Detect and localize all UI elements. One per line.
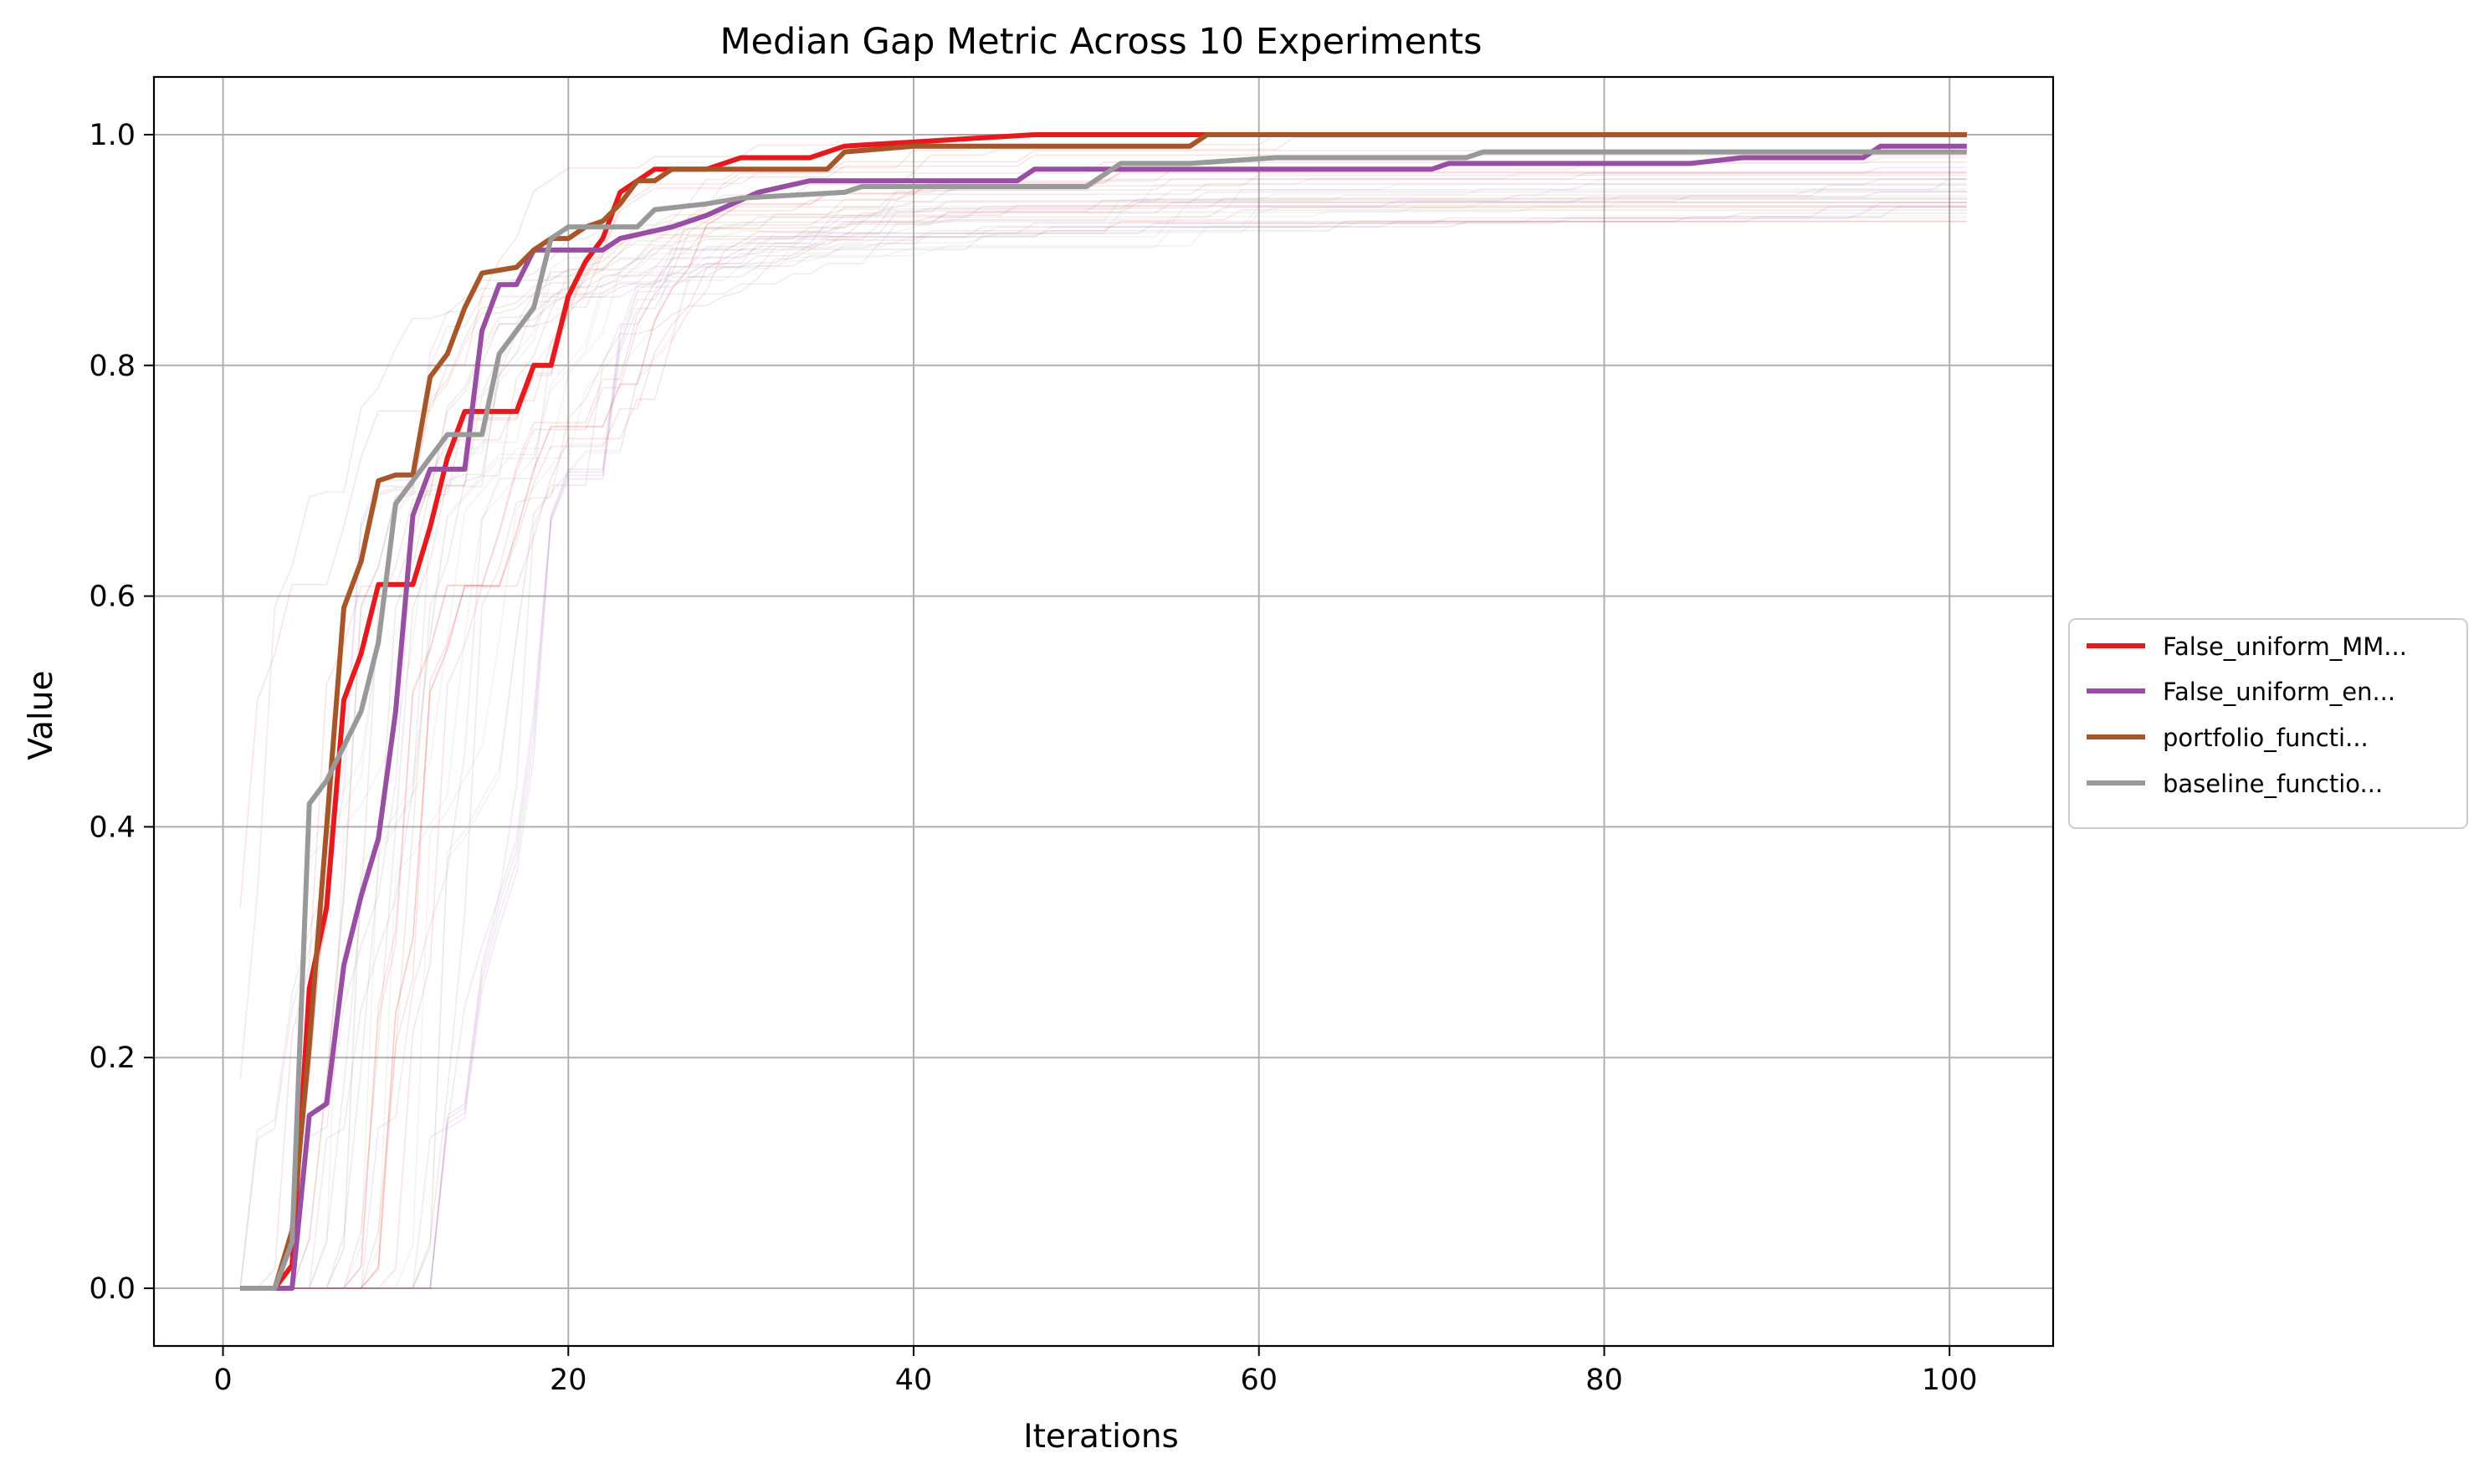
x-tick-label: 60 [1240, 1364, 1278, 1397]
run-trace-3-0 [240, 187, 1967, 1289]
run-trace-1-9 [240, 191, 1967, 1289]
individual-runs [239, 134, 1967, 1289]
run-trace-0-9 [240, 178, 1967, 1289]
y-tick-label: 0.2 [89, 1041, 136, 1075]
plot-frame [152, 75, 2055, 1348]
run-trace-3-2 [240, 195, 1967, 1289]
run-trace-3-5 [240, 172, 1967, 1289]
run-trace-2-9 [240, 183, 1967, 1289]
series-line-1 [240, 143, 1967, 1291]
run-trace-2-5 [240, 191, 1967, 1289]
run-trace-1-5 [240, 202, 1967, 1289]
chart-title: Median Gap Metric Across 10 Experiments [720, 21, 1482, 63]
legend-label-baseline: baseline_functio... [2163, 770, 2383, 798]
x-tick-label: 80 [1585, 1364, 1623, 1397]
run-trace-1-3 [240, 178, 1967, 1289]
run-trace-1-0 [240, 166, 1967, 1289]
run-trace-2-7 [240, 209, 1967, 1289]
legend-label-portfolio: portfolio_functi... [2163, 724, 2369, 752]
run-trace-0-8 [240, 220, 1967, 1289]
run-trace-0-6 [240, 202, 1967, 1289]
run-trace-3-7 [240, 215, 1967, 1289]
run-trace-0-2 [240, 171, 1967, 1289]
series-line-0 [240, 132, 1967, 1291]
y-tick-label: 0.6 [89, 581, 136, 614]
axis-ticks: 0 20 40 60 80 100 0.0 0.2 0.4 0.6 0.8 1.0 [89, 119, 1977, 1397]
series-line-2 [240, 132, 1967, 1291]
run-trace-1-8 [240, 206, 1967, 1289]
run-trace-2-1 [239, 198, 1967, 1080]
y-tick-label: 1.0 [89, 119, 136, 152]
legend: False_uniform_MM... False_uniform_en... … [2068, 618, 2468, 829]
run-trace-1-7 [239, 206, 1967, 1289]
run-trace-2-4 [240, 220, 1967, 1289]
x-tick-label: 100 [1922, 1364, 1978, 1397]
x-tick-label: 40 [895, 1364, 933, 1397]
series-line-3 [240, 149, 1967, 1291]
run-trace-2-3 [240, 207, 1967, 1289]
run-trace-1-1 [239, 184, 1967, 1289]
run-trace-0-1 [240, 204, 1967, 1289]
legend-box [2068, 618, 2468, 829]
y-tick-label: 0.8 [89, 350, 136, 383]
x-axis-label: Iterations [1023, 1418, 1179, 1456]
run-trace-2-0 [240, 136, 1967, 1289]
run-trace-0-4 [240, 171, 1967, 1289]
run-trace-3-3 [240, 177, 1967, 1289]
legend-label-false-uniform-en: False_uniform_en... [2163, 678, 2395, 706]
run-trace-0-7 [240, 154, 1967, 1289]
x-tick-label: 20 [550, 1364, 587, 1397]
run-trace-3-1 [240, 217, 1967, 1289]
grid-lines [154, 77, 2053, 1346]
x-tick-label: 0 [213, 1364, 232, 1397]
run-trace-3-8 [240, 206, 1967, 1289]
run-trace-3-9 [240, 202, 1967, 1289]
y-tick-label: 0.4 [89, 811, 136, 844]
run-trace-1-2 [240, 178, 1967, 1289]
run-trace-3-6 [240, 201, 1967, 1289]
legend-label-false-uniform-mm: False_uniform_MM... [2163, 632, 2407, 661]
median-series [240, 132, 1967, 1291]
y-axis-label: Value [23, 670, 60, 760]
run-trace-3-4 [240, 189, 1967, 1289]
y-tick-label: 0.0 [89, 1272, 136, 1306]
run-trace-1-6 [240, 212, 1967, 1289]
